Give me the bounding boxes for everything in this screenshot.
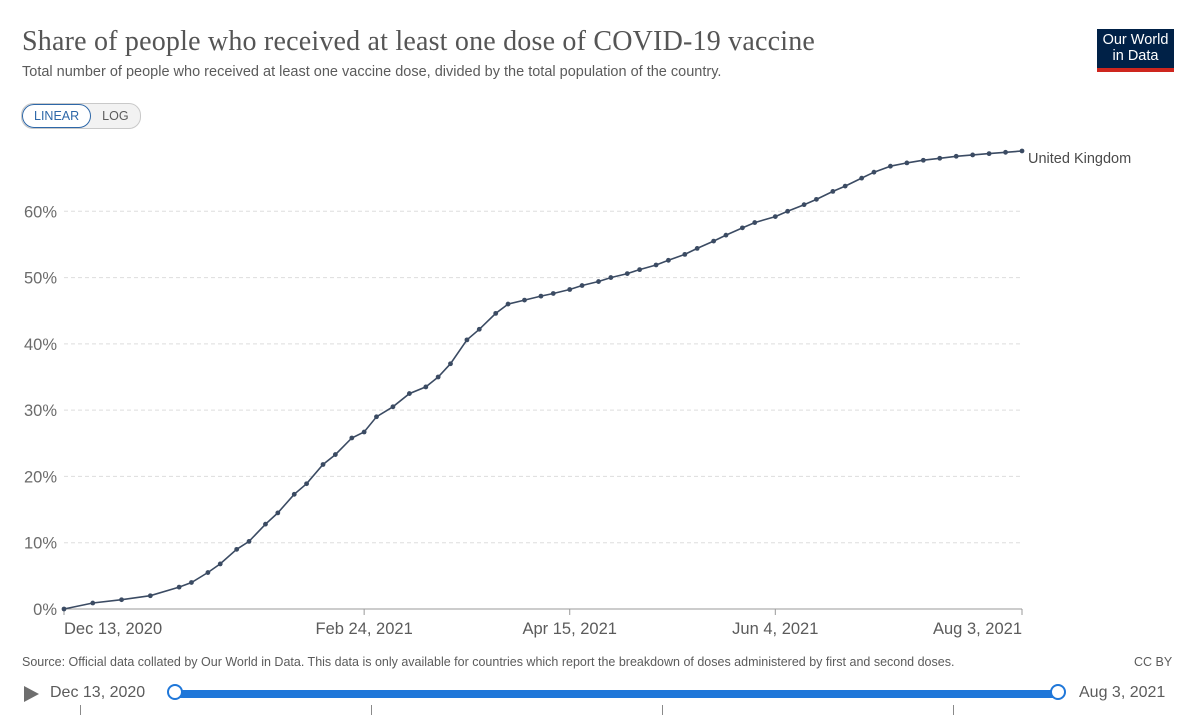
- data-point: [493, 310, 499, 316]
- timeline: Dec 13, 2020 Aug 3, 2021: [0, 680, 1194, 715]
- timeline-tick: [953, 705, 954, 715]
- data-point: [90, 600, 96, 606]
- y-tick-label: 10%: [24, 535, 57, 553]
- data-point: [859, 175, 865, 181]
- data-point: [361, 429, 367, 435]
- data-point: [814, 196, 819, 202]
- data-point: [176, 584, 182, 590]
- linear-scale-button[interactable]: LINEAR: [22, 104, 92, 128]
- data-point: [740, 225, 745, 231]
- x-tick-label: Aug 3, 2021: [933, 620, 1022, 638]
- log-scale-button[interactable]: LOG: [102, 109, 129, 123]
- y-tick-label: 20%: [24, 468, 57, 486]
- data-point: [119, 597, 124, 603]
- line-chart: 0% 10% 20% 30% 40% 50% 60% Dec 13, 2020 Feb 24, …: [24, 148, 1131, 638]
- data-point: [1003, 149, 1008, 155]
- data-point: [464, 337, 470, 343]
- data-point: [970, 152, 976, 158]
- data-point: [888, 163, 893, 169]
- timeline-tick: [80, 705, 81, 715]
- data-point: [550, 291, 556, 296]
- data-point: [682, 251, 688, 257]
- data-point: [579, 283, 585, 288]
- data-point: [785, 208, 791, 214]
- timeline-start-label: Dec 13, 2020: [50, 684, 146, 701]
- data-point: [567, 287, 573, 292]
- data-point: [61, 606, 67, 612]
- timeline-tick: [371, 705, 372, 715]
- timeline-track[interactable]: [175, 690, 1058, 698]
- x-tick-label: Feb 24, 2021: [316, 620, 413, 638]
- y-tick-label: 0%: [33, 601, 57, 619]
- timeline-tick: [662, 705, 663, 715]
- timeline-end-handle[interactable]: [1050, 684, 1066, 700]
- data-point: [246, 538, 252, 544]
- data-point: [637, 267, 643, 273]
- timeline-start-handle[interactable]: [167, 684, 183, 700]
- owid-logo[interactable]: Our World in Data: [1097, 29, 1174, 72]
- data-point: [349, 435, 355, 441]
- x-tick-label: Apr 15, 2021: [522, 620, 617, 638]
- data-point: [801, 202, 807, 208]
- data-point: [694, 246, 700, 251]
- data-point: [723, 232, 729, 238]
- data-point: [374, 414, 379, 420]
- series-line: [63, 150, 1023, 610]
- y-tick-label: 60%: [24, 203, 57, 221]
- data-point: [263, 521, 268, 527]
- data-point: [842, 183, 848, 189]
- data-point: [830, 189, 836, 194]
- data-point: [904, 160, 910, 166]
- data-point: [920, 157, 926, 163]
- data-point: [986, 151, 992, 157]
- data-point: [505, 301, 511, 307]
- chart-title: Share of people who received at least on…: [22, 26, 816, 57]
- data-point: [406, 391, 412, 396]
- chart-subtitle: Total number of people who received at l…: [22, 64, 722, 80]
- data-point: [711, 238, 717, 244]
- data-point: [291, 491, 297, 497]
- data-point: [953, 153, 959, 159]
- license-link[interactable]: CC BY: [1134, 655, 1173, 669]
- data-point: [538, 293, 544, 299]
- data-point: [189, 580, 194, 585]
- y-tick-label: 50%: [24, 270, 57, 288]
- data-point: [476, 326, 482, 332]
- data-point: [275, 510, 281, 516]
- play-icon[interactable]: [24, 686, 39, 702]
- data-point: [752, 220, 758, 225]
- data-point: [596, 279, 601, 284]
- data-point: [608, 275, 614, 280]
- data-point: [772, 214, 778, 219]
- data-point: [423, 384, 429, 390]
- data-point: [332, 452, 338, 457]
- data-point: [390, 404, 396, 410]
- data-point: [666, 257, 671, 263]
- logo-line-2: in Data: [1112, 48, 1159, 64]
- y-tick-label: 30%: [24, 402, 57, 420]
- data-point: [205, 570, 211, 575]
- data-point: [304, 481, 309, 487]
- series-label: United Kingdom: [1028, 151, 1131, 167]
- data-point: [448, 361, 453, 367]
- data-point: [653, 262, 659, 268]
- data-point: [320, 462, 326, 467]
- data-point: [522, 297, 527, 303]
- x-tick-label: Jun 4, 2021: [732, 620, 818, 638]
- scale-toggle: LINEAR LOG: [21, 103, 141, 129]
- source-note: Source: Official data collated by Our Wo…: [22, 655, 955, 669]
- data-point: [937, 155, 943, 161]
- data-point: [217, 561, 223, 567]
- x-tick-label: Dec 13, 2020: [64, 620, 162, 638]
- data-point: [1019, 148, 1025, 154]
- logo-line-1: Our World: [1102, 32, 1169, 48]
- timeline-end-label: Aug 3, 2021: [1079, 684, 1166, 701]
- data-point: [435, 374, 441, 380]
- data-point: [624, 271, 630, 276]
- data-point: [234, 546, 240, 552]
- data-point: [871, 169, 877, 175]
- y-tick-label: 40%: [24, 336, 57, 354]
- data-point: [147, 593, 153, 599]
